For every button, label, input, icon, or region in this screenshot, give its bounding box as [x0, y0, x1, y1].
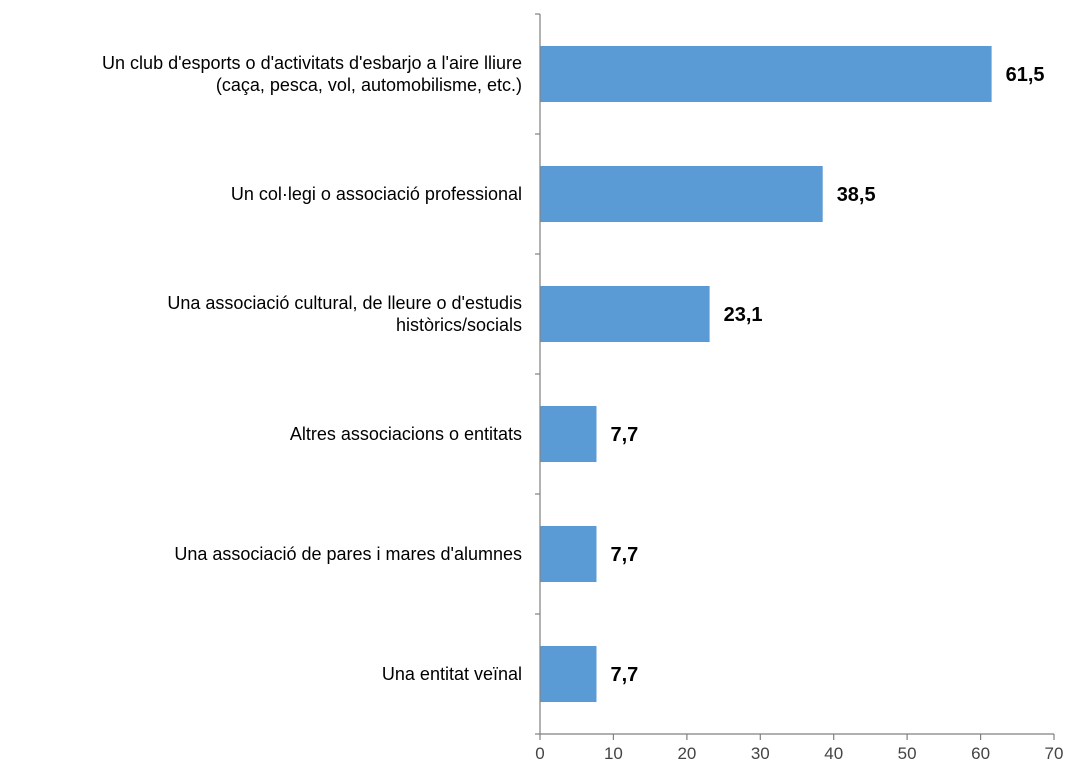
value-label-5: 7,7 — [611, 544, 639, 566]
value-label-2: 38,5 — [837, 184, 876, 206]
category-label-1-line-2: (caça, pesca, vol, automobilisme, etc.) — [216, 75, 522, 95]
bar-5 — [540, 526, 597, 582]
category-label-3-line-1: Una associació cultural, de lleure o d'e… — [167, 293, 522, 313]
category-label-5: Una associació de pares i mares d'alumne… — [174, 544, 522, 564]
value-label-6: 7,7 — [611, 664, 639, 686]
x-tick-label-40: 40 — [824, 744, 843, 763]
category-label-1-line-1: Un club d'esports o d'activitats d'esbar… — [102, 53, 522, 73]
x-tick-label-70: 70 — [1045, 744, 1064, 763]
bar-3 — [540, 286, 710, 342]
x-tick-label-0: 0 — [535, 744, 544, 763]
x-tick-label-30: 30 — [751, 744, 770, 763]
category-label-3-line-2: històrics/socials — [396, 315, 522, 335]
value-label-4: 7,7 — [611, 424, 639, 446]
category-label-4: Altres associacions o entitats — [290, 424, 522, 444]
x-tick-label-10: 10 — [604, 744, 623, 763]
x-tick-label-60: 60 — [971, 744, 990, 763]
x-tick-label-50: 50 — [898, 744, 917, 763]
category-label-6: Una entitat veïnal — [382, 664, 522, 684]
x-tick-label-20: 20 — [677, 744, 696, 763]
value-label-3: 23,1 — [724, 304, 763, 326]
value-label-1: 61,5 — [1006, 64, 1045, 86]
bars-layer — [540, 46, 992, 702]
category-label-2: Un col·legi o associació professional — [231, 184, 522, 204]
bar-6 — [540, 646, 597, 702]
labels-layer: 61,5 Un club d'esports o d'activitats d'e… — [102, 53, 1063, 763]
bar-1 — [540, 46, 992, 102]
bar-4 — [540, 406, 597, 462]
axis-layer — [535, 13, 1055, 740]
bar-2 — [540, 166, 823, 222]
